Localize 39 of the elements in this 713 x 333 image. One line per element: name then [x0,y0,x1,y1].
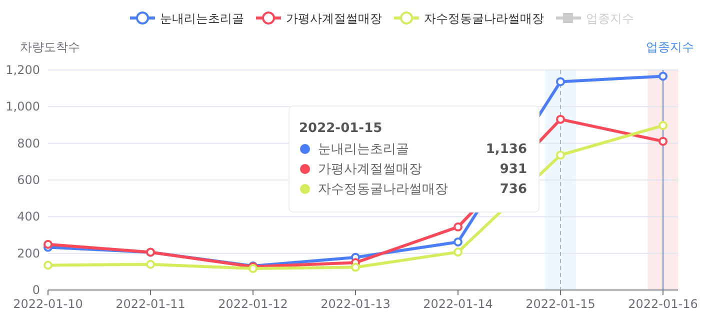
y2-axis-title: 업종지수 [646,40,694,54]
y-tick-label: 400 [17,210,40,224]
point [556,77,565,86]
x-tick-label: 2022-01-15 [526,297,596,311]
y-tick-label: 800 [17,136,40,150]
x-tick-label: 2022-01-10 [13,297,83,311]
annotation: 1,136 [486,142,527,157]
x-tick-label: 2022-01-14 [423,297,493,311]
text: 가평사계절썰매장 [286,12,382,26]
point [658,72,668,81]
point [44,240,52,249]
point [454,248,462,257]
point [658,121,668,130]
x-tick-label: 2022-01-13 [320,297,390,311]
legend-label: 눈내리는초리골 [318,142,409,157]
annotation: 931 [500,162,527,177]
text: 자수정동굴나라썰매장 [424,12,544,26]
point [556,114,565,124]
point [146,260,155,269]
point [454,222,462,232]
x-tick-label: 2022-01-12 [218,297,288,311]
point [658,136,668,146]
point [44,260,52,270]
y-tick-label: 1,200 [6,63,40,77]
y-tick-label: 1,000 [6,100,40,114]
annotation: 2022-01-15 [299,121,382,136]
point [556,150,565,160]
y-axis-title: 차량도착수 [20,40,80,54]
legend-label: 가평사계절썰매장 [318,162,422,177]
y-tick-label: 200 [17,246,40,260]
y-tick-label: 600 [17,173,40,187]
x-tick-label: 2022-01-16 [628,297,698,311]
annotation: 736 [500,182,527,197]
legend-label: 자수정동굴나라썰매장 [318,182,448,197]
x-tick-label: 2022-01-11 [116,297,186,311]
point [351,262,360,272]
point [454,237,462,246]
text: 눈내리는초리골 [160,12,244,26]
y-tick-label: 0 [32,283,40,297]
